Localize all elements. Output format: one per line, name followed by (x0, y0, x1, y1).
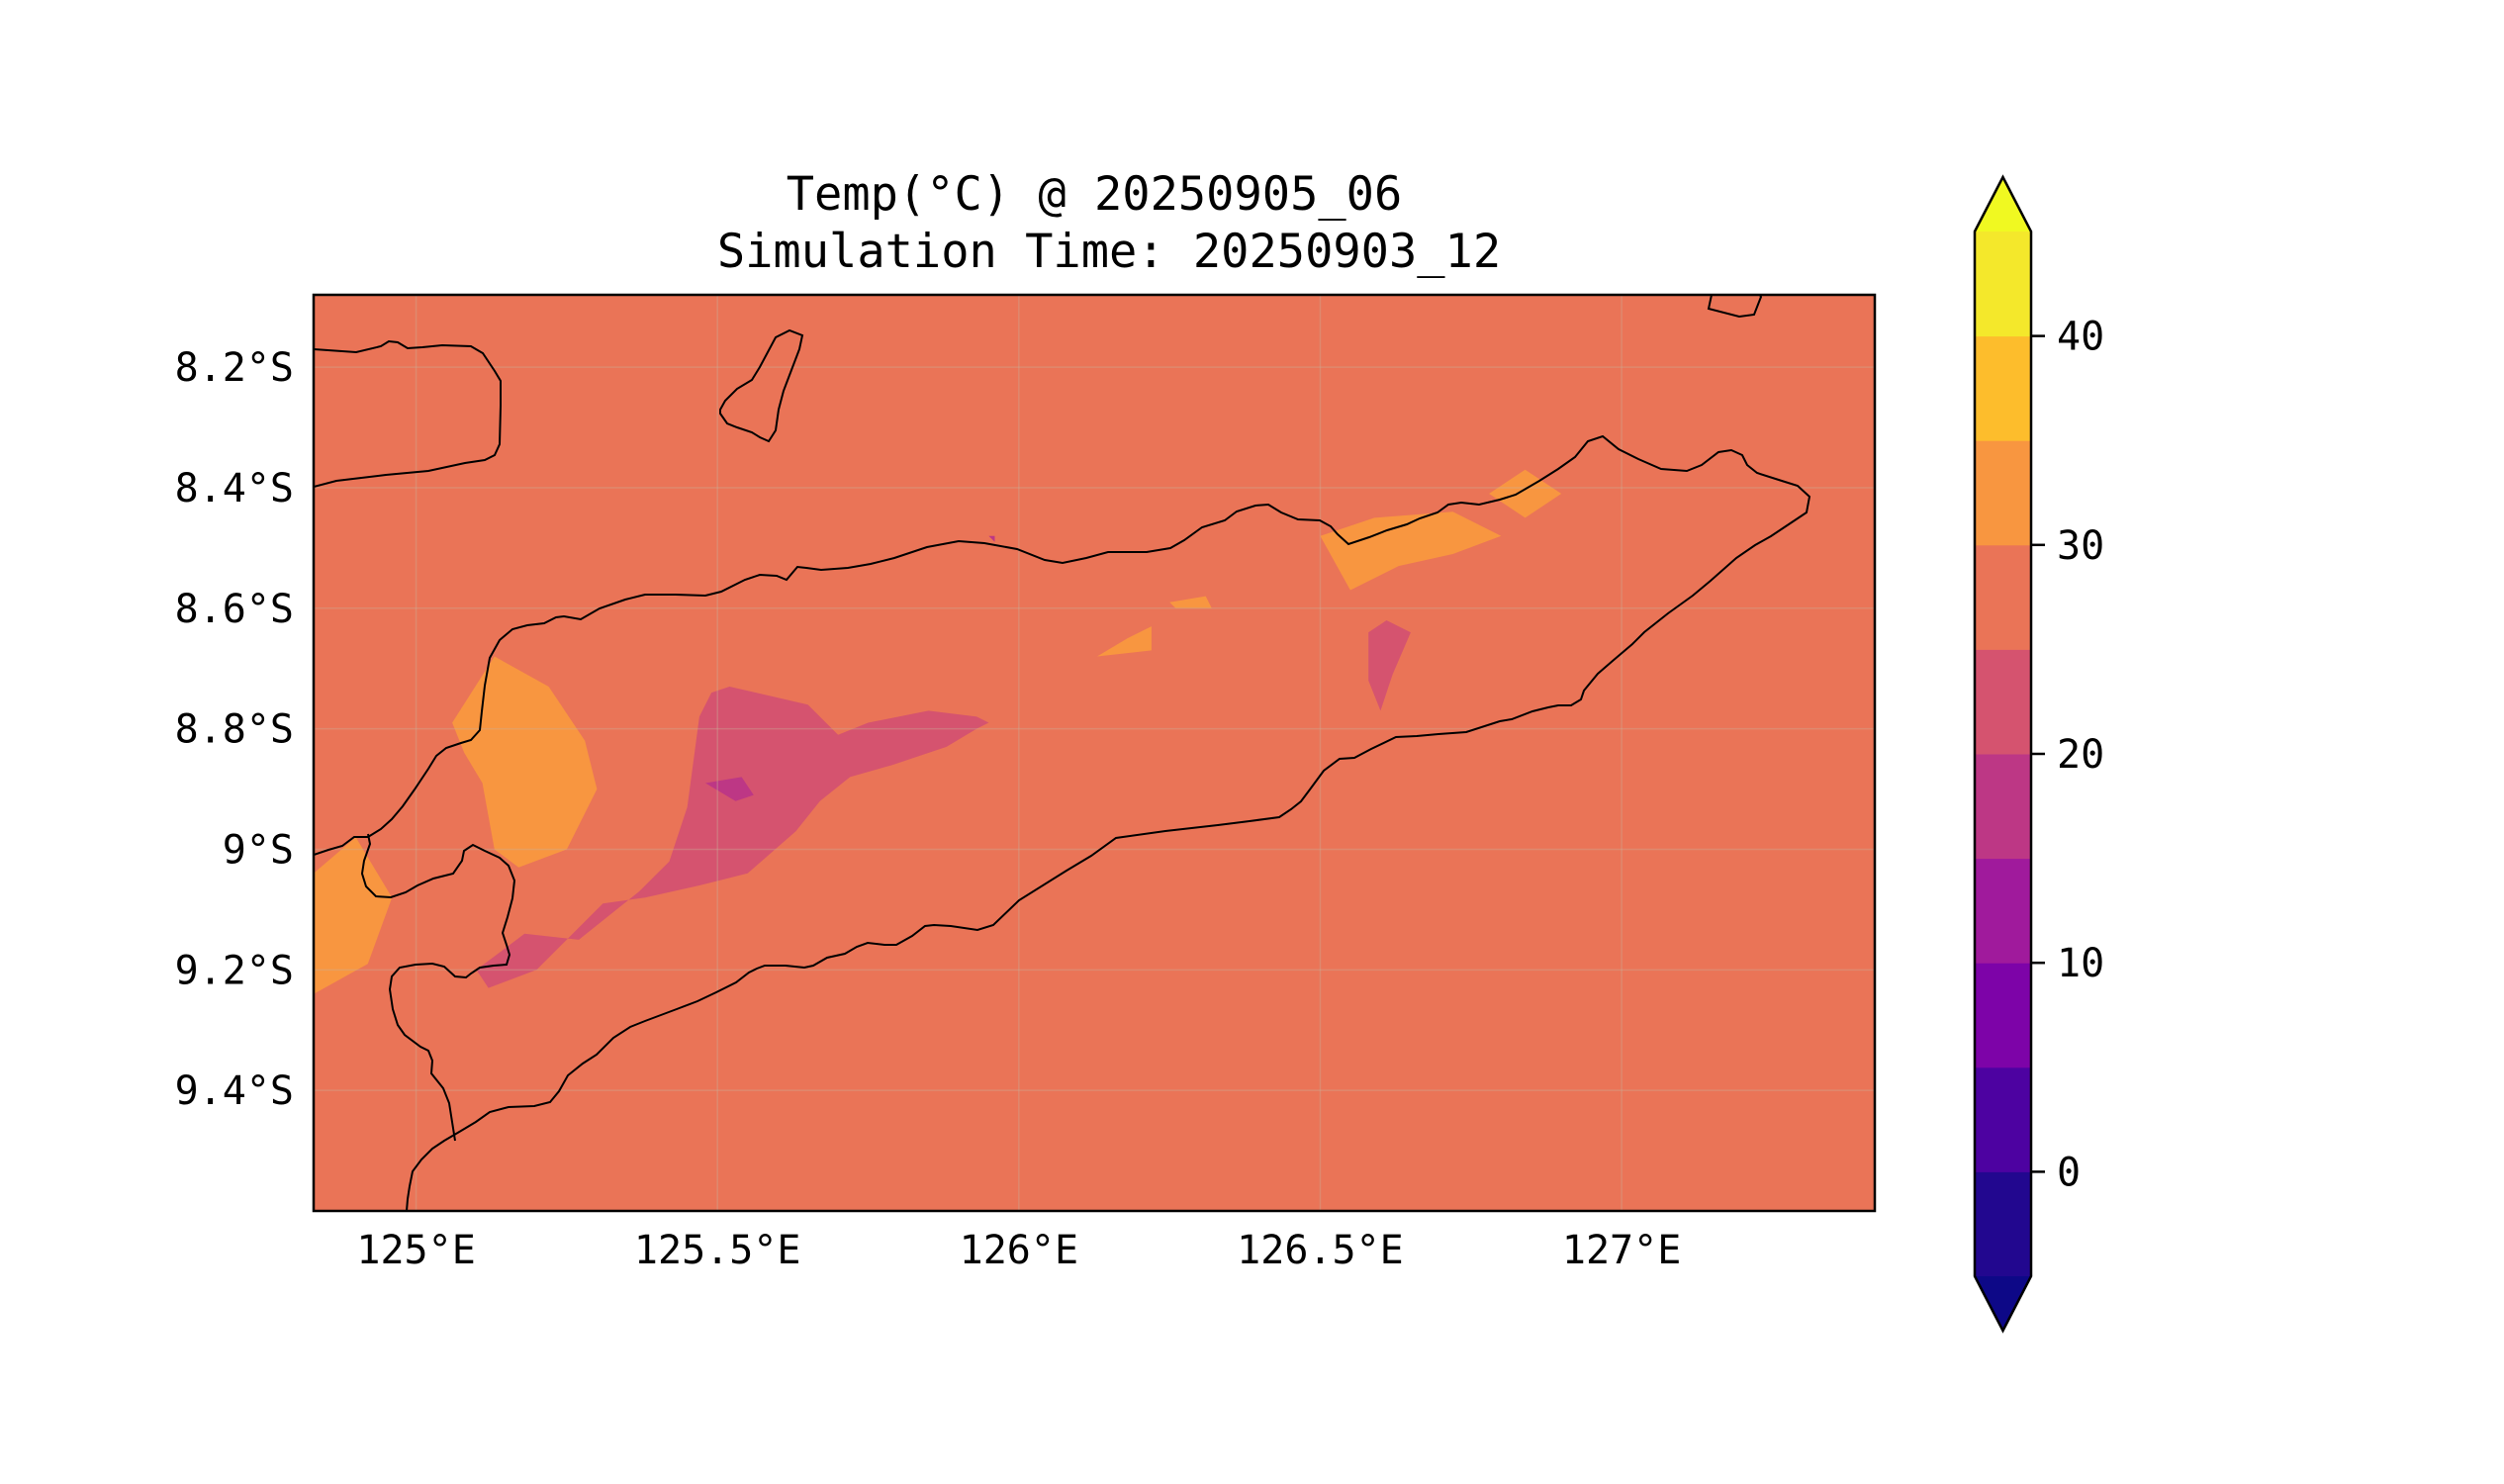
contour-regions (314, 469, 1562, 994)
contour-region-9 (705, 777, 754, 801)
colorbar-tick-label: 30 (2057, 523, 2104, 569)
lat-tick-label: 8.6°S (175, 587, 294, 632)
colorbar-segment (1975, 232, 2031, 337)
lon-tick-label: 126°E (960, 1228, 1078, 1273)
lon-tick-label: 125.5°E (634, 1228, 801, 1273)
lat-tick-label: 9.4°S (175, 1068, 294, 1114)
lat-tick-label: 8.2°S (175, 345, 294, 391)
map-frame (312, 293, 1877, 1213)
colorbar-tick-label: 10 (2057, 941, 2104, 986)
colorbar-outline (1973, 174, 2033, 1334)
chart-title-line1: Temp(°C) @ 20250905_06 (787, 167, 1403, 222)
longitude-ticks: 125°E 125.5°E 126°E 126.5°E 127°E (356, 1228, 1681, 1273)
latitude-ticks: 8.2°S 8.4°S 8.6°S 8.8°S 9°S 9.2°S 9.4°S (175, 345, 294, 1114)
lon-tick-label: 126.5°E (1237, 1228, 1404, 1273)
contour-region-10 (988, 535, 995, 542)
contour-region-4 (1169, 596, 1212, 608)
coastline (314, 295, 1811, 1211)
contour-region-3 (1097, 626, 1152, 657)
coastline-island-northwest (314, 339, 502, 488)
colorbar-segment (1975, 649, 2031, 755)
colorbar-extend-min (1975, 1276, 2031, 1331)
colorbar: 0 10 20 30 40 (1973, 174, 2104, 1334)
lon-tick-label: 125°E (356, 1228, 475, 1273)
contour-region-2 (452, 656, 598, 868)
lat-tick-label: 9.2°S (175, 948, 294, 993)
contour-region-6 (1489, 469, 1562, 518)
map-panel: 125°E 125.5°E 126°E 126.5°E 127°E 8.2°S 8.4°S… (175, 293, 1877, 1273)
coastline-timor-southwest (360, 833, 516, 1142)
colorbar-tick-label: 0 (2057, 1150, 2081, 1195)
contour-region-1 (314, 837, 393, 994)
colorbar-tick-label: 20 (2057, 732, 2104, 778)
contour-region-7 (476, 687, 989, 988)
colorbar-segment (1975, 963, 2031, 1068)
colorbar-segment (1975, 754, 2031, 860)
lat-tick-label: 9°S (223, 827, 294, 873)
colorbar-segment (1975, 544, 2031, 650)
coastline-timor (314, 434, 1811, 1211)
colorbar-segment (1975, 1067, 2031, 1172)
colorbar-segment (1975, 335, 2031, 441)
coastline-island-northeast (1707, 295, 1763, 319)
colorbar-extend-max (1975, 177, 2031, 232)
map-gridlines (314, 295, 1875, 1211)
contour-region-5 (1320, 511, 1502, 591)
chart-title-line2: Simulation Time: 20250903_12 (717, 225, 1501, 279)
contour-region-8 (1368, 620, 1411, 711)
colorbar-segment (1975, 1171, 2031, 1277)
coastline-island-north (719, 328, 804, 443)
colorbar-segment (1975, 440, 2031, 546)
lat-tick-label: 8.4°S (175, 466, 294, 511)
colorbar-tick-label: 40 (2057, 315, 2104, 360)
lat-tick-label: 8.8°S (175, 707, 294, 753)
lon-tick-label: 127°E (1562, 1228, 1681, 1273)
colorbar-segment (1975, 858, 2031, 964)
